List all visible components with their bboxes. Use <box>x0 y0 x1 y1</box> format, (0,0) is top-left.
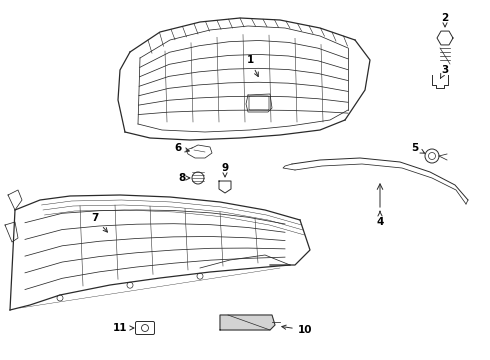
Text: 7: 7 <box>91 213 107 232</box>
Text: 2: 2 <box>441 13 449 27</box>
Text: 10: 10 <box>282 325 312 335</box>
Text: 4: 4 <box>376 211 384 227</box>
FancyBboxPatch shape <box>136 321 154 334</box>
Circle shape <box>196 176 200 180</box>
Text: 5: 5 <box>412 143 425 153</box>
Polygon shape <box>220 315 275 330</box>
Text: 9: 9 <box>221 163 228 177</box>
Text: 6: 6 <box>174 143 189 153</box>
Text: 3: 3 <box>441 65 449 78</box>
Text: 11: 11 <box>113 323 134 333</box>
Text: 8: 8 <box>178 173 190 183</box>
FancyBboxPatch shape <box>249 96 269 110</box>
Text: 1: 1 <box>246 55 258 77</box>
